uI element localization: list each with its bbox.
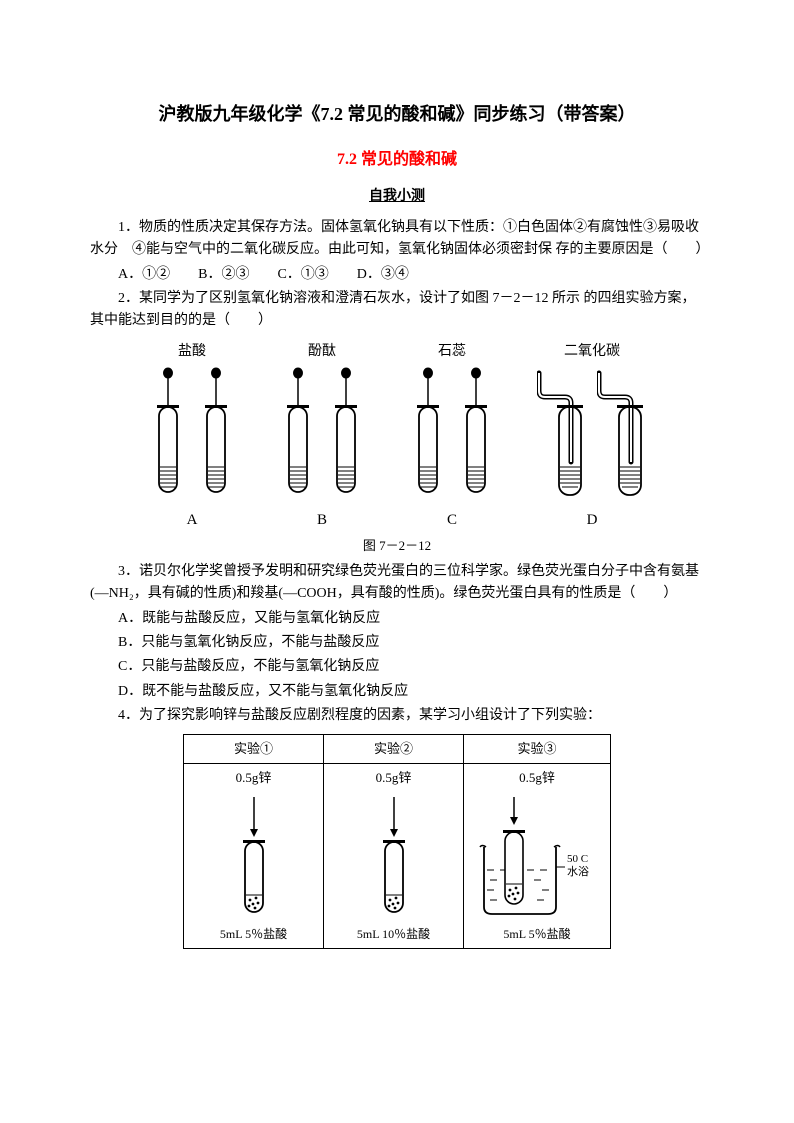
exp3-label: 5mL 5％盐酸 — [503, 925, 570, 944]
setup-d: 二氧化碳 — [532, 341, 652, 532]
setup-d-letter: D — [587, 508, 598, 532]
svg-text:水浴: 水浴 — [567, 865, 589, 878]
tube-b1 — [279, 367, 317, 502]
tube-c2 — [457, 367, 495, 502]
q3-opt-c: C．只能与盐酸反应，不能与氢氧化钠反应 — [90, 656, 704, 678]
section-heading: 自我小测 — [90, 186, 704, 208]
setup-c-letter: C — [447, 508, 457, 532]
q2-text: 2．某同学为了区别氢氧化钠溶液和澄清石灰水，设计了如图 7－2－12 所示 的四… — [90, 288, 704, 333]
exp-cell-2: 0.5g锌 5mL 10％盐酸 — [324, 764, 464, 949]
exp2-diagram — [364, 792, 424, 922]
setup-b: 酚酞 — [272, 341, 372, 532]
q4-text: 4．为了探究影响锌与盐酸反应剧烈程度的因素，某学习小组设计了下列实验： — [90, 705, 704, 727]
tube-a2 — [197, 367, 235, 502]
figure-caption: 图 7－2－12 — [90, 536, 704, 557]
experiment-table: 实验① 实验② 实验③ 0.5g锌 — [90, 734, 704, 950]
tube-b2 — [327, 367, 365, 502]
exp1-diagram — [224, 792, 284, 922]
exp1-mass: 0.5g锌 — [236, 768, 272, 789]
q1-options: A．①② B．②③ C．①③ D．③④ — [90, 264, 704, 286]
setup-c: 石蕊 — [402, 341, 502, 532]
exp1-label: 5mL 5％盐酸 — [220, 925, 287, 944]
setup-b-label: 酚酞 — [308, 341, 336, 363]
exp3-diagram: 50 C 水浴 — [472, 792, 602, 922]
tube-c1 — [409, 367, 447, 502]
setup-c-label: 石蕊 — [438, 341, 466, 363]
exp-hdr-1: 实验① — [184, 734, 324, 764]
q3-opt-b: B．只能与氢氧化钠反应，不能与盐酸反应 — [90, 632, 704, 654]
setup-a-letter: A — [187, 508, 198, 532]
q1-text: 1．物质的性质决定其保存方法。固体氢氧化钠具有以下性质：①白色固体②有腐蚀性③易… — [90, 217, 704, 262]
exp2-mass: 0.5g锌 — [376, 768, 412, 789]
setup-b-letter: B — [317, 508, 327, 532]
setup-a: 盐酸 — [142, 341, 242, 532]
setup-a-label: 盐酸 — [178, 341, 206, 363]
q3-opt-d: D．既不能与盐酸反应，又不能与氢氧化钠反应 — [90, 681, 704, 703]
exp-cell-1: 0.5g锌 5mL 5％盐酸 — [184, 764, 324, 949]
page-subtitle: 7.2 常见的酸和碱 — [90, 147, 704, 173]
tube-a1 — [149, 367, 187, 502]
tube-d1 — [537, 367, 587, 502]
tube-d2 — [597, 367, 647, 502]
exp-hdr-3: 实验③ — [464, 734, 611, 764]
q3-opt-a: A．既能与盐酸反应，又能与氢氧化钠反应 — [90, 608, 704, 630]
figure-7-2-12: 盐酸 — [90, 341, 704, 532]
setup-d-label: 二氧化碳 — [564, 341, 620, 363]
page-title: 沪教版九年级化学《7.2 常见的酸和碱》同步练习（带答案） — [90, 100, 704, 129]
exp3-mass: 0.5g锌 — [519, 768, 555, 789]
q3-text: 3．诺贝尔化学奖曾授予发明和研究绿色荧光蛋白的三位科学家。绿色荧光蛋白分子中含有… — [90, 561, 704, 606]
exp2-label: 5mL 10％盐酸 — [357, 925, 430, 944]
svg-text:50 C: 50 C — [567, 853, 588, 865]
exp-hdr-2: 实验② — [324, 734, 464, 764]
exp-cell-3: 0.5g锌 — [464, 764, 611, 949]
